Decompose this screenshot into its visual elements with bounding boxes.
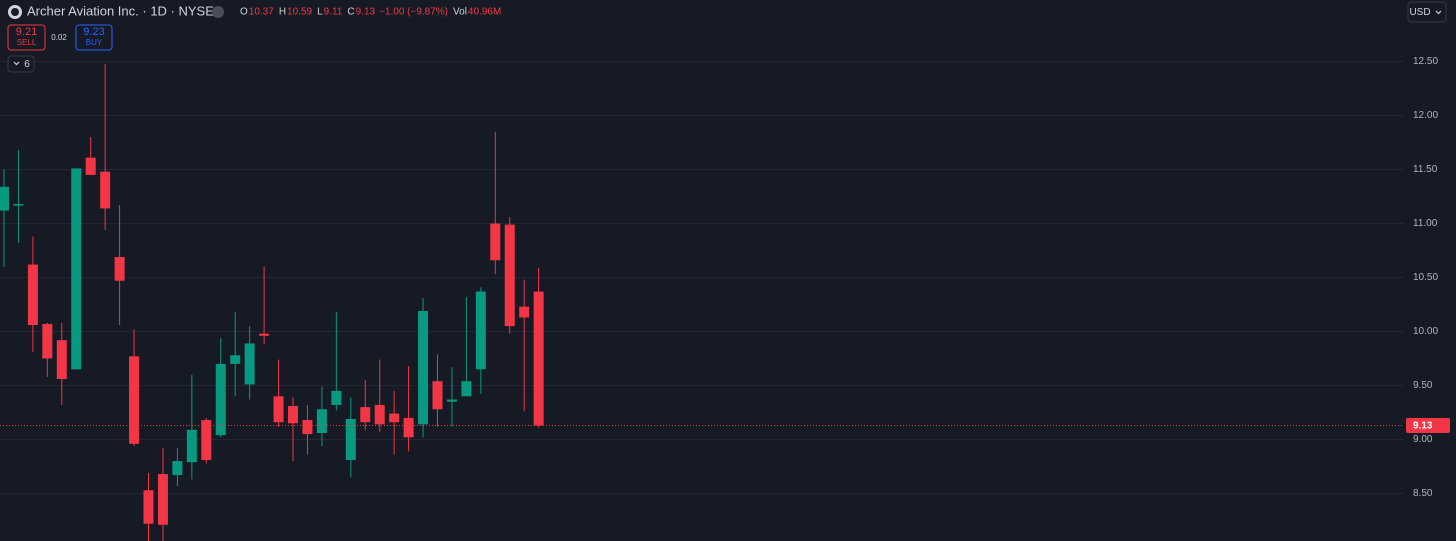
candle-body (389, 413, 400, 423)
candle-body (418, 310, 429, 425)
symbol-logo-inner (11, 8, 19, 16)
candle-body (143, 490, 154, 524)
currency[interactable]: USD (1409, 7, 1430, 18)
currency-button[interactable] (1407, 1, 1447, 23)
y-tick-label: 8.50 (1413, 488, 1433, 499)
y-tick-label: 11.50 (1413, 164, 1438, 175)
indicator-count[interactable]: 6 (24, 59, 30, 70)
sell-button[interactable] (7, 24, 46, 51)
last-price-label: 9.13 (1413, 421, 1433, 432)
candles (0, 63, 1404, 541)
candle-body (475, 291, 486, 370)
y-tick-label: 10.00 (1413, 326, 1438, 337)
candle-body (302, 420, 313, 435)
volume-value: 40.96M (468, 7, 501, 18)
y-tick-label: 10.50 (1413, 272, 1438, 283)
candle-body (360, 407, 371, 423)
chevron-icon (13, 61, 20, 66)
candle-body (533, 291, 544, 426)
candle-body (56, 340, 67, 380)
candle-body (519, 306, 530, 318)
change: −1.00 (−9.87%) (379, 7, 448, 18)
market-status[interactable] (212, 6, 224, 18)
candle-body (129, 356, 140, 444)
candle-body (230, 355, 241, 364)
candle-body (374, 404, 385, 425)
ohlc-value: 10.37 (249, 7, 274, 18)
candle-body (215, 363, 226, 436)
ohlc-value: 9.11 (324, 7, 343, 18)
symbol-title: Archer Aviation Inc. · 1D · NYSE (27, 3, 214, 18)
candle-body (331, 390, 342, 405)
candle-body (13, 204, 24, 206)
y-tick-label: 9.50 (1413, 380, 1433, 391)
y-tick-label: 12.50 (1413, 56, 1438, 67)
candle-body (504, 224, 515, 327)
chevron-icon (1435, 10, 1442, 15)
candle-body (259, 333, 270, 336)
candle-body (157, 474, 168, 525)
ohlc-value: 9.13 (356, 7, 376, 18)
candle-body (345, 418, 356, 461)
volume-key: Vol (453, 7, 467, 18)
price-axis: 8.50 9.00 9.50 10.00 10.50 11.00 11.50 12.00 12.… (1406, 56, 1450, 499)
candle-body (288, 406, 298, 424)
y-tick-label: 11.00 (1413, 218, 1438, 229)
last-price-badge (1406, 417, 1450, 433)
buy-button[interactable] (75, 24, 113, 51)
candle-body (446, 399, 457, 402)
candle-body (100, 171, 111, 209)
y-tick-label: 9.00 (1413, 434, 1433, 445)
candle-body (27, 264, 38, 326)
candle-body (172, 461, 183, 476)
buy-price[interactable]: 9.23 (83, 26, 104, 38)
sell-label[interactable]: SELL (17, 38, 37, 47)
candle-body (186, 429, 197, 463)
candle-body (403, 417, 414, 438)
buy-label[interactable]: BUY (86, 38, 103, 47)
candle-body (42, 323, 53, 359)
candle-body (461, 381, 472, 397)
sell-price[interactable]: 9.21 (16, 26, 37, 38)
ohlc-key: H (279, 7, 286, 18)
y-tick-label: 12.00 (1413, 110, 1438, 121)
candle-body (432, 381, 443, 410)
ohlc-value: 10.59 (287, 7, 312, 18)
ohlc-key: C (347, 7, 354, 18)
candle-body (273, 396, 284, 423)
candle-body (201, 420, 212, 461)
candle-body (0, 186, 9, 211)
candle-body (490, 223, 501, 261)
ohlc-key: O (240, 7, 248, 18)
candle-body (316, 409, 327, 434)
candle-body (85, 157, 96, 175)
grid (0, 61, 1404, 494)
header: Archer Aviation Inc. · 1D · NYSE 9.21 SE… (7, 1, 1447, 73)
spread: 0.02 (51, 33, 67, 42)
candle-body (71, 168, 82, 370)
candle-body (244, 343, 255, 385)
ohlc-key: L (317, 7, 323, 18)
indicators-toggle[interactable] (7, 55, 35, 73)
candle-body (114, 257, 125, 281)
